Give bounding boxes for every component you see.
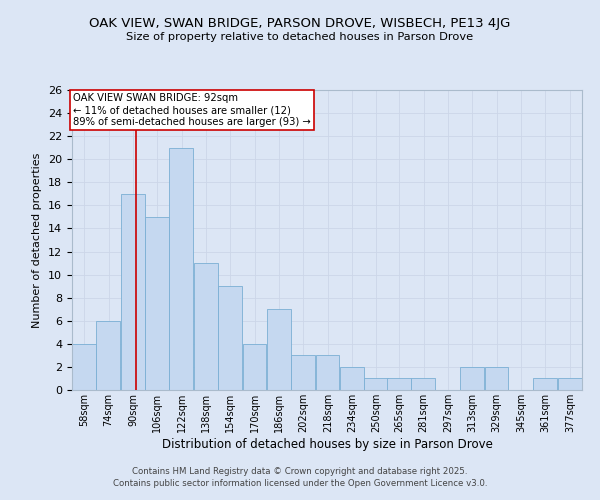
Y-axis label: Number of detached properties: Number of detached properties xyxy=(32,152,43,328)
Text: Contains HM Land Registry data © Crown copyright and database right 2025.
Contai: Contains HM Land Registry data © Crown c… xyxy=(113,466,487,487)
Bar xyxy=(242,344,266,390)
Bar xyxy=(387,378,411,390)
Bar xyxy=(485,367,508,390)
Bar xyxy=(412,378,436,390)
Bar xyxy=(218,286,242,390)
Bar xyxy=(194,263,218,390)
Bar xyxy=(460,367,484,390)
Bar xyxy=(267,309,291,390)
Bar xyxy=(145,217,169,390)
Bar xyxy=(121,194,145,390)
X-axis label: Distribution of detached houses by size in Parson Drove: Distribution of detached houses by size … xyxy=(161,438,493,450)
Bar xyxy=(340,367,364,390)
Text: Size of property relative to detached houses in Parson Drove: Size of property relative to detached ho… xyxy=(127,32,473,42)
Bar xyxy=(97,321,120,390)
Bar xyxy=(72,344,96,390)
Bar xyxy=(533,378,557,390)
Text: OAK VIEW SWAN BRIDGE: 92sqm
← 11% of detached houses are smaller (12)
89% of sem: OAK VIEW SWAN BRIDGE: 92sqm ← 11% of det… xyxy=(73,94,311,126)
Text: OAK VIEW, SWAN BRIDGE, PARSON DROVE, WISBECH, PE13 4JG: OAK VIEW, SWAN BRIDGE, PARSON DROVE, WIS… xyxy=(89,18,511,30)
Bar xyxy=(291,356,315,390)
Bar xyxy=(169,148,193,390)
Bar xyxy=(316,356,340,390)
Bar xyxy=(557,378,581,390)
Bar xyxy=(364,378,388,390)
